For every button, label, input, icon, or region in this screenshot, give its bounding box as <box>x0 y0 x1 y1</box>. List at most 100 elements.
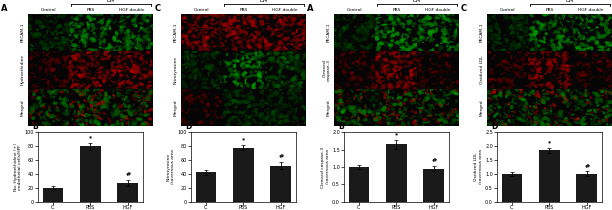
Ellipse shape <box>133 64 138 68</box>
Ellipse shape <box>141 123 144 126</box>
Ellipse shape <box>282 52 289 56</box>
Ellipse shape <box>520 91 523 94</box>
Text: HGF double: HGF double <box>425 8 451 12</box>
Ellipse shape <box>283 64 285 65</box>
Ellipse shape <box>70 50 72 53</box>
Ellipse shape <box>188 107 190 112</box>
Ellipse shape <box>406 60 412 64</box>
Ellipse shape <box>444 88 450 92</box>
Ellipse shape <box>114 36 117 38</box>
Ellipse shape <box>413 67 417 70</box>
Ellipse shape <box>264 116 268 121</box>
Ellipse shape <box>340 65 342 69</box>
Ellipse shape <box>102 30 104 35</box>
Ellipse shape <box>51 20 53 21</box>
Ellipse shape <box>368 45 372 49</box>
Ellipse shape <box>245 31 248 35</box>
Ellipse shape <box>215 50 219 53</box>
Ellipse shape <box>124 69 128 70</box>
Ellipse shape <box>454 89 460 93</box>
Ellipse shape <box>131 58 132 61</box>
Ellipse shape <box>362 110 365 112</box>
Ellipse shape <box>447 68 452 72</box>
Ellipse shape <box>67 114 69 115</box>
Ellipse shape <box>384 64 389 67</box>
Ellipse shape <box>529 91 533 94</box>
Ellipse shape <box>424 16 427 19</box>
Ellipse shape <box>553 49 556 53</box>
Ellipse shape <box>86 116 89 117</box>
Ellipse shape <box>147 95 151 97</box>
Ellipse shape <box>397 58 402 63</box>
Ellipse shape <box>537 61 541 65</box>
Ellipse shape <box>371 64 374 67</box>
Ellipse shape <box>192 14 194 17</box>
Ellipse shape <box>118 70 122 72</box>
Ellipse shape <box>300 79 304 80</box>
Ellipse shape <box>140 54 143 55</box>
Ellipse shape <box>502 48 506 51</box>
Ellipse shape <box>441 18 444 20</box>
Ellipse shape <box>605 41 610 46</box>
Ellipse shape <box>561 93 565 96</box>
Ellipse shape <box>348 56 354 58</box>
Ellipse shape <box>132 123 135 126</box>
Ellipse shape <box>226 109 230 114</box>
Ellipse shape <box>92 13 95 16</box>
Ellipse shape <box>364 14 371 17</box>
Ellipse shape <box>401 38 404 42</box>
Ellipse shape <box>62 97 63 99</box>
Ellipse shape <box>491 15 493 17</box>
Ellipse shape <box>119 46 125 50</box>
Ellipse shape <box>513 34 515 37</box>
Ellipse shape <box>356 83 360 85</box>
Ellipse shape <box>262 117 266 123</box>
Ellipse shape <box>143 16 146 20</box>
Ellipse shape <box>131 70 136 74</box>
Ellipse shape <box>606 122 608 126</box>
Ellipse shape <box>605 116 608 119</box>
Ellipse shape <box>494 34 496 35</box>
Ellipse shape <box>118 61 121 63</box>
Ellipse shape <box>31 33 37 36</box>
Ellipse shape <box>382 33 387 35</box>
Ellipse shape <box>67 55 70 58</box>
Ellipse shape <box>590 118 592 120</box>
Ellipse shape <box>286 18 289 22</box>
Ellipse shape <box>346 100 349 102</box>
Ellipse shape <box>539 69 540 70</box>
Ellipse shape <box>376 13 379 15</box>
Ellipse shape <box>444 94 449 96</box>
Ellipse shape <box>201 122 204 127</box>
Ellipse shape <box>274 76 278 80</box>
Ellipse shape <box>224 61 228 64</box>
Ellipse shape <box>405 41 409 46</box>
Ellipse shape <box>385 122 388 124</box>
Ellipse shape <box>267 44 270 50</box>
Ellipse shape <box>258 79 261 82</box>
Ellipse shape <box>340 52 346 56</box>
Ellipse shape <box>138 97 140 100</box>
Ellipse shape <box>95 81 99 84</box>
Ellipse shape <box>595 26 599 29</box>
Ellipse shape <box>225 95 228 97</box>
Ellipse shape <box>63 79 66 82</box>
Ellipse shape <box>539 40 545 43</box>
Ellipse shape <box>545 123 547 125</box>
Ellipse shape <box>423 80 425 83</box>
Ellipse shape <box>88 54 92 58</box>
Ellipse shape <box>599 75 603 78</box>
Ellipse shape <box>421 18 426 22</box>
Ellipse shape <box>578 51 584 55</box>
Ellipse shape <box>234 29 237 31</box>
Ellipse shape <box>567 16 573 18</box>
Ellipse shape <box>444 32 447 35</box>
Ellipse shape <box>257 50 260 54</box>
Ellipse shape <box>281 64 285 66</box>
Ellipse shape <box>253 55 259 61</box>
Ellipse shape <box>212 51 216 57</box>
Ellipse shape <box>455 47 461 51</box>
Ellipse shape <box>562 60 566 66</box>
Ellipse shape <box>563 28 565 32</box>
Ellipse shape <box>530 76 534 79</box>
